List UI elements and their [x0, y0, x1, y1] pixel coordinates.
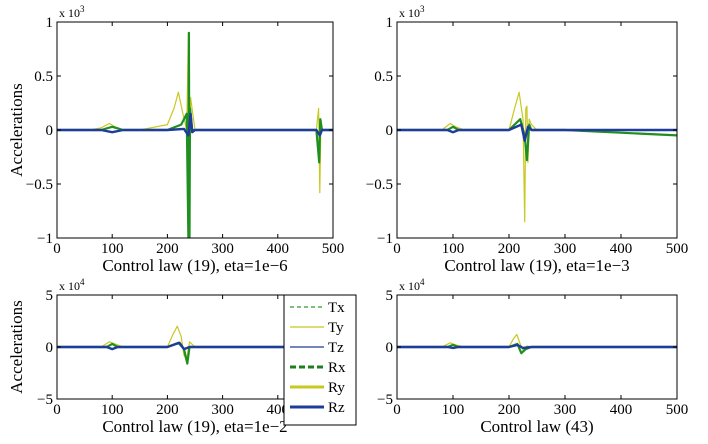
exponent-label: x 104: [59, 277, 85, 293]
series-line-rz: [57, 112, 333, 137]
x-tick-label: 100: [442, 402, 465, 418]
y-tick-label: −1: [377, 231, 393, 247]
y-tick-label: −0.5: [366, 177, 393, 193]
y-tick-label: 1: [46, 15, 54, 31]
x-axis-label: Control law (19), eta=1e−2: [102, 417, 287, 436]
y-tick-label: 1: [386, 15, 394, 31]
y-tick-label: 5: [386, 288, 394, 304]
series-group: [57, 325, 333, 365]
x-tick-label: 400: [610, 402, 633, 418]
x-tick-label: 500: [322, 241, 345, 257]
series-group: [397, 91, 677, 223]
y-tick-label: 0.5: [34, 69, 53, 85]
exponent-power: 3: [420, 4, 425, 14]
x-axis-label: Control law (19), eta=1e−3: [444, 256, 629, 275]
exponent-power: 4: [80, 277, 85, 287]
y-tick-label: −0.5: [26, 177, 53, 193]
series-line-rx: [397, 118, 677, 162]
y-axis-label: Accelerations: [7, 300, 26, 393]
chart-panel-1: 0 100 200 300 400 500 −1 −0.5 0 0.5 1 x 103 Control …: [7, 4, 344, 275]
x-tick-label: 300: [211, 241, 234, 257]
x-tick-label: 200: [498, 402, 521, 418]
legend-label-ty: Ty: [328, 320, 344, 336]
x-tick-label: 200: [156, 402, 179, 418]
x-tick-label: 0: [53, 402, 61, 418]
y-tick-label: 0.5: [374, 69, 393, 85]
x-tick-label: 500: [666, 241, 689, 257]
legend: Tx Ty Tz Rx Ry Rz: [283, 294, 357, 426]
y-tick-label: −5: [377, 392, 393, 408]
y-tick-label: −5: [37, 392, 53, 408]
y-axis-label: Accelerations: [7, 83, 26, 176]
x-tick-label: 200: [498, 241, 521, 257]
series-line-ry: [57, 325, 333, 361]
x-tick-label: 400: [267, 241, 290, 257]
series-line-ry: [397, 333, 677, 352]
y-tick-label: 0: [46, 340, 54, 356]
exponent-power: 4: [420, 277, 425, 287]
x-tick-label: 500: [666, 402, 689, 418]
x-tick-label: 100: [101, 402, 124, 418]
series-group: [57, 31, 333, 238]
x-tick-label: 300: [554, 241, 577, 257]
y-tick-label: 0: [386, 123, 394, 139]
exponent-power: 3: [80, 4, 85, 14]
series-group: [397, 333, 677, 355]
y-tick-label: 5: [46, 288, 54, 304]
legend-label-ry: Ry: [328, 380, 345, 396]
series-line-rx: [397, 342, 677, 355]
y-tick-label: 0: [46, 123, 54, 139]
legend-label-tz: Tz: [328, 340, 344, 356]
series-line-ry: [57, 32, 333, 194]
x-axis-label: Control law (43): [480, 417, 593, 436]
x-tick-label: 400: [267, 402, 290, 418]
x-tick-label: 0: [393, 241, 401, 257]
x-tick-label: 300: [211, 402, 234, 418]
chart-panel-2: 0 100 200 300 400 500 −1 −0.5 0 0.5 1 x 103 Control …: [366, 4, 688, 275]
series-line-rz: [397, 123, 677, 142]
x-tick-label: 0: [393, 402, 401, 418]
x-axis-label: Control law (19), eta=1e−6: [102, 256, 287, 275]
legend-box: [283, 294, 357, 426]
series-line-rz: [397, 343, 677, 350]
x-tick-label: 100: [442, 241, 465, 257]
series-line-rz: [57, 341, 333, 351]
exponent-label: x 103: [59, 4, 85, 20]
y-tick-label: 0: [386, 340, 394, 356]
exponent-label: x 104: [399, 277, 425, 293]
x-tick-label: 0: [53, 241, 61, 257]
exponent-label: x 103: [399, 4, 425, 20]
series-line-ry: [397, 91, 677, 223]
x-tick-label: 200: [156, 241, 179, 257]
legend-label-rx: Rx: [328, 360, 346, 376]
x-tick-label: 100: [101, 241, 124, 257]
x-tick-label: 400: [610, 241, 633, 257]
x-tick-label: 300: [554, 402, 577, 418]
legend-label-rz: Rz: [328, 400, 345, 416]
y-tick-label: −1: [37, 231, 53, 247]
legend-label-tx: Tx: [328, 300, 345, 316]
series-line-rx: [57, 31, 333, 238]
